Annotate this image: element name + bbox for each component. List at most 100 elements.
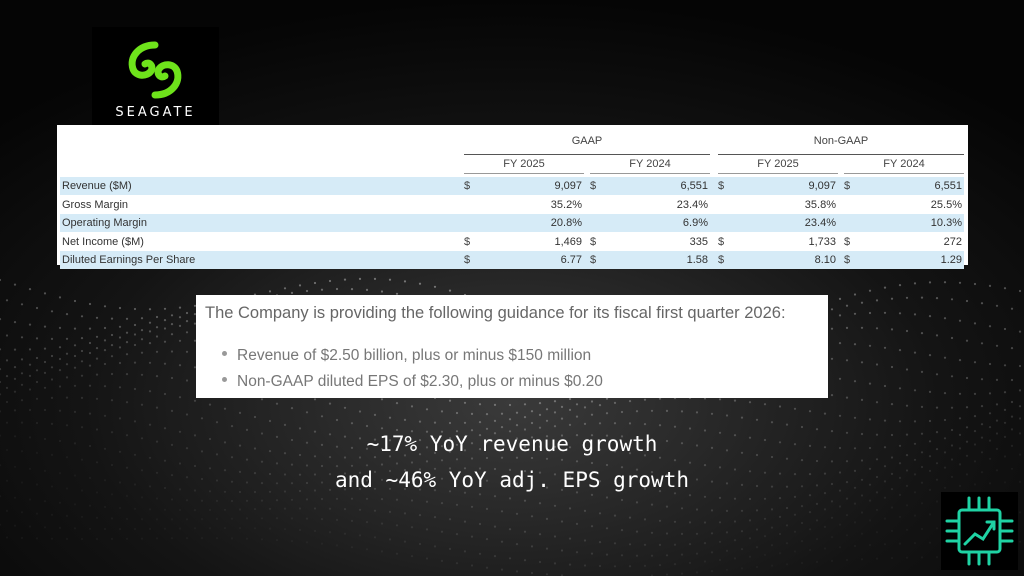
wave-dot <box>853 544 857 548</box>
wave-dot <box>928 315 932 318</box>
wave-dot <box>688 561 692 565</box>
wave-dot <box>343 488 347 491</box>
wave-dot <box>590 493 594 496</box>
wave-dot <box>328 279 332 283</box>
wave-dot <box>988 362 992 366</box>
cell-value: 6,551 <box>680 180 708 192</box>
wave-dot <box>853 416 857 419</box>
wave-dot <box>508 468 512 471</box>
wave-dot <box>425 408 429 411</box>
wave-dot <box>350 546 354 549</box>
wave-dot <box>515 411 519 414</box>
wave-dot <box>380 550 384 553</box>
wave-dot <box>50 337 54 340</box>
wave-dot <box>335 518 339 522</box>
year-header: FY 2024 <box>629 158 671 170</box>
wave-dot <box>410 430 414 433</box>
wave-dot <box>815 428 819 431</box>
wave-dot <box>778 497 782 500</box>
wave-dot <box>875 475 879 479</box>
wave-dot <box>380 447 384 451</box>
wave-dot <box>823 547 827 550</box>
wave-dot <box>523 416 527 419</box>
wave-dot <box>140 373 144 376</box>
wave-dot <box>35 380 39 384</box>
wave-dot <box>163 486 167 490</box>
wave-dot <box>238 444 242 447</box>
wave-dot <box>725 482 729 485</box>
wave-dot <box>973 483 977 486</box>
wave-dot <box>455 443 459 446</box>
wave-dot <box>830 516 834 519</box>
wave-dot <box>418 542 422 546</box>
wave-dot <box>898 312 902 315</box>
wave-dot <box>1018 480 1022 483</box>
wave-dot <box>995 419 999 422</box>
wave-dot <box>493 446 497 450</box>
wave-dot <box>0 523 2 526</box>
wave-dot <box>65 537 69 541</box>
wave-dot <box>710 532 714 535</box>
wave-dot <box>755 546 759 549</box>
wave-dot <box>845 359 849 362</box>
wave-dot <box>1010 444 1014 447</box>
wave-dot <box>95 347 99 350</box>
wave-dot <box>598 422 602 425</box>
wave-dot <box>560 549 564 552</box>
wave-dot <box>980 451 984 454</box>
wave-dot <box>478 493 482 496</box>
wave-dot <box>583 422 587 425</box>
wave-dot <box>133 361 137 364</box>
wave-dot <box>313 473 317 476</box>
wave-dot <box>395 552 399 555</box>
wave-dot <box>0 348 2 351</box>
wave-dot <box>350 480 354 483</box>
wave-dot <box>545 419 549 422</box>
wave-dot <box>538 502 542 505</box>
wave-dot <box>290 482 294 485</box>
wave-dot <box>650 409 654 412</box>
wave-dot <box>275 462 279 465</box>
wave-dot <box>643 454 647 457</box>
wave-dot <box>433 421 437 424</box>
wave-dot <box>613 514 617 517</box>
wave-dot <box>373 470 377 473</box>
wave-dot <box>748 519 752 522</box>
wave-dot <box>148 423 152 426</box>
wave-dot <box>935 527 939 530</box>
wave-dot <box>853 293 857 296</box>
wave-dot <box>1010 378 1014 382</box>
wave-dot <box>455 562 459 565</box>
wave-dot <box>178 508 182 512</box>
wave-dot <box>283 452 287 455</box>
wave-dot <box>665 573 669 576</box>
cell-value: 35.2% <box>550 198 582 211</box>
wave-dot <box>335 480 339 483</box>
wave-dot <box>493 403 497 406</box>
wave-dot <box>283 287 287 290</box>
wave-dot <box>58 472 62 475</box>
wave-dot <box>883 311 887 314</box>
wave-dot <box>958 359 962 362</box>
wave-dot <box>448 467 452 470</box>
wave-dot <box>635 501 639 504</box>
wave-dot <box>920 332 924 335</box>
wave-dot <box>500 426 504 429</box>
wave-dot <box>245 517 249 520</box>
wave-dot <box>673 425 677 428</box>
wave-dot <box>170 314 174 317</box>
wave-dot <box>965 339 969 342</box>
wave-dot <box>1003 364 1007 367</box>
wave-dot <box>470 442 474 445</box>
seagate-logo: SEAGATE <box>92 27 219 137</box>
wave-dot <box>43 360 47 364</box>
wave-dot <box>28 467 32 470</box>
wave-dot <box>58 526 62 530</box>
wave-dot <box>260 460 264 463</box>
wave-dot <box>448 518 452 521</box>
wave-dot <box>905 433 909 436</box>
wave-dot <box>373 438 377 441</box>
wave-dot <box>20 358 24 361</box>
wave-dot <box>965 454 969 457</box>
wave-dot <box>845 326 849 329</box>
